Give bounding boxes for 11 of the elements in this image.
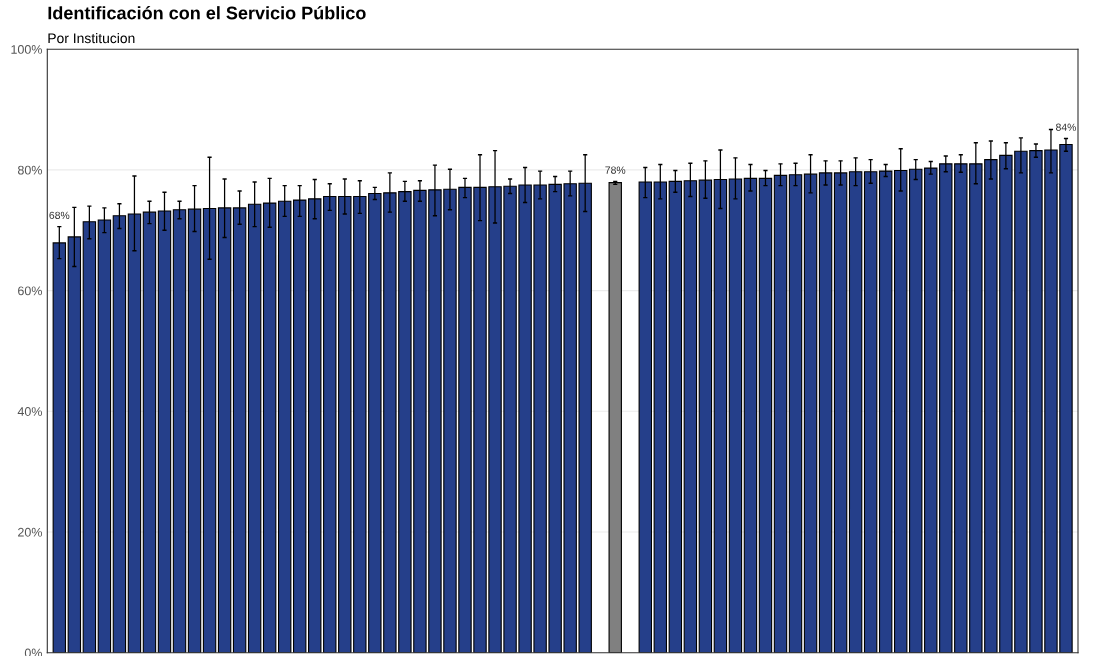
y-tick-label: 60% <box>18 286 42 296</box>
y-tick-label: 100% <box>11 45 42 54</box>
y-tick-label: 40% <box>17 407 42 416</box>
y-tick-label: 20% <box>18 527 42 537</box>
data-label: 84% <box>1056 123 1077 131</box>
bar <box>608 182 622 653</box>
y-tick-label: 80% <box>17 165 42 175</box>
chart-subtitle: Por Institucion <box>48 32 135 44</box>
data-label: 68% <box>49 211 70 220</box>
data-label: 78% <box>605 166 626 174</box>
chart-title: Identificación con el Servicio Público <box>48 5 366 20</box>
